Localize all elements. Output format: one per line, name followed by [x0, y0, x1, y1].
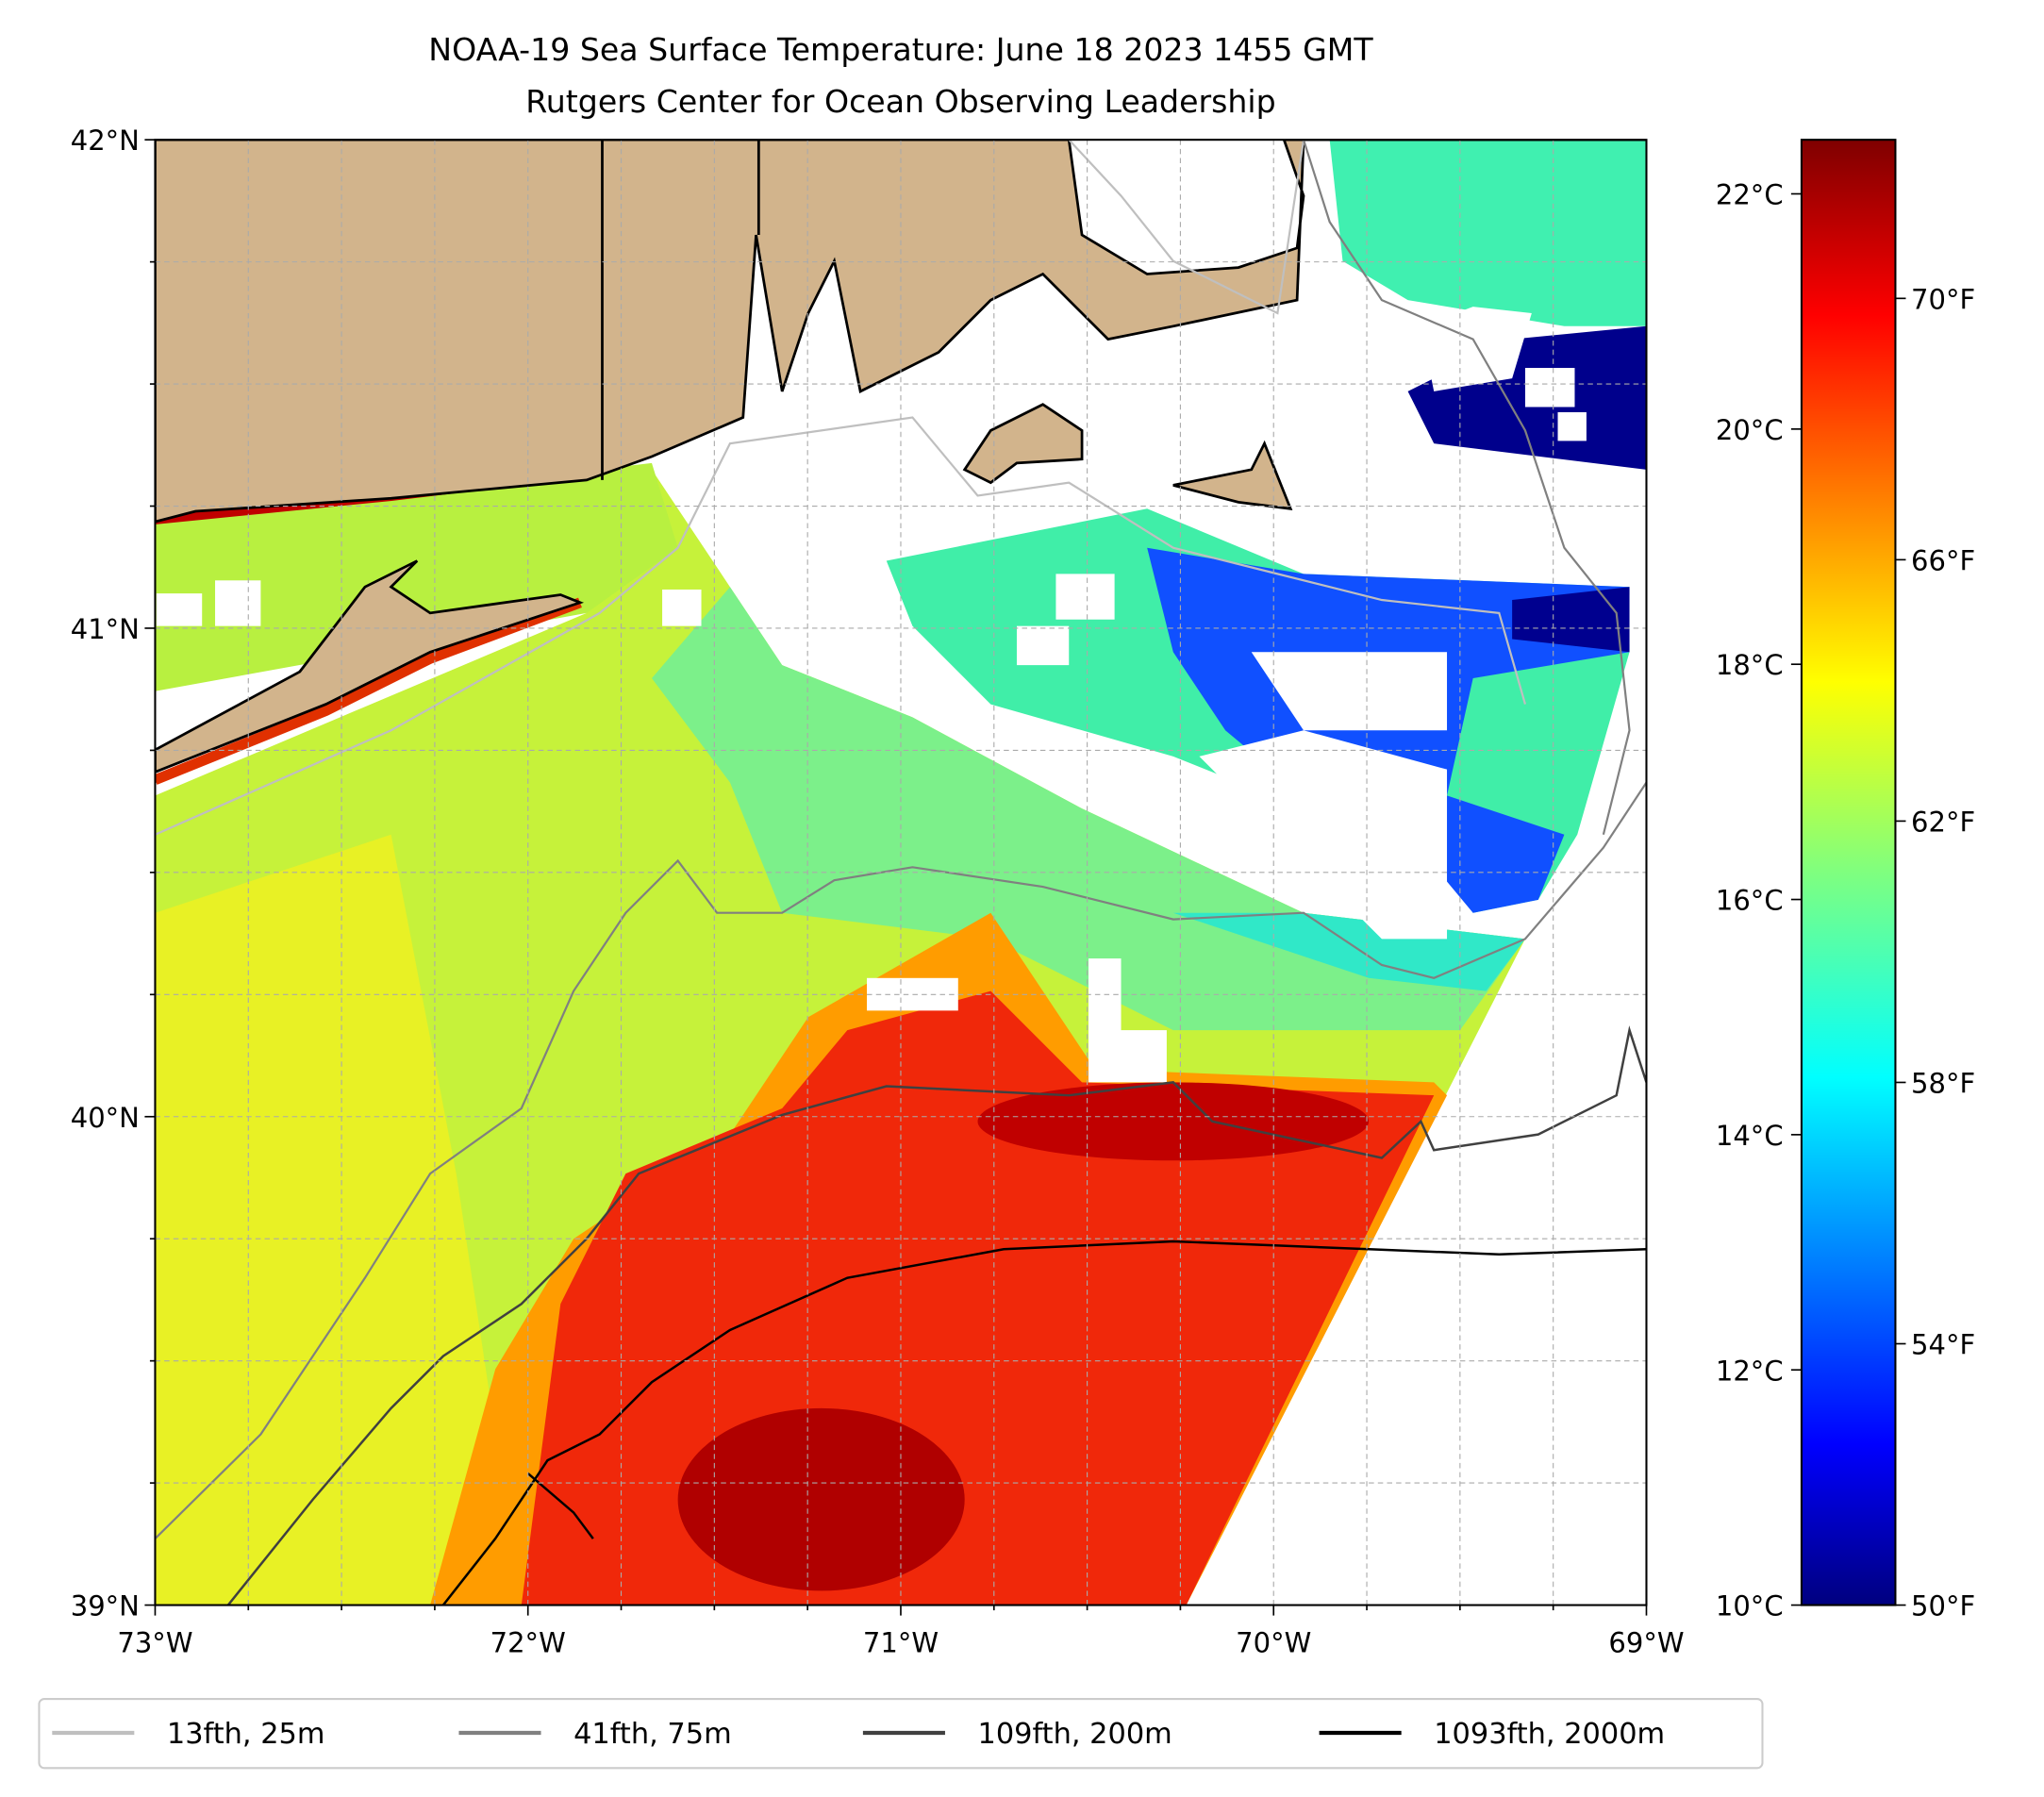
celsius-tick-label: 22°C — [1716, 179, 1784, 211]
contour-2000m — [526, 1473, 594, 1539]
contour-75m — [155, 781, 1647, 1539]
sst-field-sound — [155, 462, 678, 691]
sst-field-northeast — [1329, 140, 1647, 326]
sst-field-hot-core — [677, 1407, 965, 1591]
y-tick-label: 42°N — [71, 125, 140, 157]
cloud-gap — [1557, 412, 1587, 441]
fahrenheit-tick-label: 70°F — [1911, 283, 1975, 315]
sst-field-north-navy — [1512, 587, 1630, 653]
celsius-tick-label: 12°C — [1716, 1355, 1784, 1387]
y-tick-label: 40°N — [71, 1102, 140, 1134]
cloud-gap — [1055, 574, 1115, 620]
celsius-tick-label: 18°C — [1716, 649, 1784, 681]
legend-item-label: 41fth, 75m — [573, 1718, 732, 1751]
cloud-gap — [1199, 730, 1448, 940]
celsius-tick-label: 10°C — [1716, 1590, 1784, 1622]
land-long-island — [155, 559, 585, 774]
fahrenheit-tick-label: 58°F — [1911, 1068, 1975, 1100]
sst-field-hot-core-2 — [977, 1082, 1370, 1161]
title-line-1: NOAA-19 Sea Surface Temperature: June 18… — [428, 31, 1373, 68]
cloud-gap — [662, 589, 702, 626]
cloud-gap — [156, 593, 203, 626]
cloud-gap — [1088, 958, 1122, 1037]
gridlines — [155, 140, 1647, 1606]
x-tick-label: 72°W — [490, 1626, 566, 1658]
contour-200m — [226, 1025, 1647, 1606]
contour-25m — [155, 416, 1527, 836]
legend-item-label: 13fth, 25m — [167, 1718, 325, 1751]
cloud-gap — [1524, 368, 1575, 408]
axis-ticks: 73°W 72°W 71°W 70°W 69°W 42°N 41°N 40°N 39°N — [71, 125, 1685, 1658]
y-tick-label: 39°N — [71, 1590, 140, 1622]
cloud-gap — [1251, 652, 1448, 731]
contour-25m — [1068, 140, 1305, 315]
cloud-gap — [1088, 1030, 1167, 1083]
sst-field-yellow-band — [155, 834, 522, 1606]
fahrenheit-tick-label: 62°F — [1911, 806, 1975, 838]
land-mainland — [155, 140, 1647, 524]
colorbar — [1800, 139, 1897, 1606]
sst-coastal-warm-edge-2 — [155, 597, 582, 785]
y-tick-label: 41°N — [71, 613, 140, 645]
cloud-gap — [1016, 625, 1070, 666]
cloud-gap — [215, 580, 261, 626]
x-tick-label: 71°W — [863, 1626, 939, 1658]
fahrenheit-tick-label: 50°F — [1911, 1590, 1975, 1622]
contour-75m — [1302, 140, 1631, 836]
fahrenheit-tick-label: 66°F — [1911, 544, 1975, 576]
land-nantucket — [1172, 440, 1293, 510]
legend-item-label: 109fth, 200m — [978, 1718, 1172, 1751]
colorbar-ticks: 22°C 20°C 18°C 16°C 14°C 12°C 10°C 70°F 66°F 62°F… — [1716, 179, 1975, 1622]
legend-item-label: 1093fth, 2000m — [1434, 1718, 1665, 1751]
celsius-tick-label: 20°C — [1716, 414, 1784, 446]
x-tick-label: 69°W — [1608, 1626, 1684, 1658]
x-tick-label: 73°W — [117, 1626, 192, 1658]
map-area — [155, 140, 1647, 1606]
legend: 13fth, 25m 41fth, 75m 109fth, 200m 1093fth,… — [38, 1698, 1764, 1770]
celsius-tick-label: 14°C — [1716, 1120, 1784, 1152]
fahrenheit-tick-label: 54°F — [1911, 1329, 1975, 1361]
celsius-tick-label: 16°C — [1716, 885, 1784, 917]
contour-2000m — [441, 1240, 1647, 1606]
title-line-2: Rutgers Center for Ocean Observing Leade… — [525, 83, 1275, 120]
x-tick-label: 70°W — [1236, 1626, 1311, 1658]
